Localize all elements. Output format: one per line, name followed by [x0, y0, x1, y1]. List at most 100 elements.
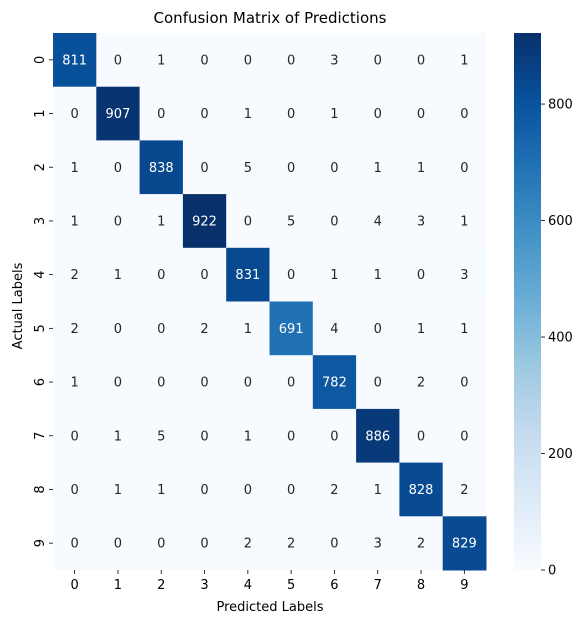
cell-value-label: 0 — [287, 483, 295, 498]
cell-value-label: 0 — [157, 107, 165, 122]
y-tick-label: 5 — [33, 324, 48, 332]
y-tick-label: 6 — [33, 378, 48, 386]
cell-value-label: 2 — [200, 322, 208, 337]
cell-value-label: 1 — [157, 214, 165, 229]
heatmap-cell — [226, 194, 270, 249]
heatmap-cell — [226, 140, 270, 195]
heatmap-cell — [226, 33, 270, 88]
cell-value-label: 5 — [157, 429, 165, 444]
x-tick-label: 6 — [330, 578, 338, 593]
cell-value-label: 1 — [244, 429, 252, 444]
cell-value-label: 0 — [460, 376, 468, 391]
cell-value-label: 829 — [452, 537, 477, 552]
heatmap-cell — [182, 516, 227, 571]
heatmap-cell — [399, 194, 444, 249]
cell-value-label: 1 — [460, 53, 468, 68]
chart-title: Confusion Matrix of Predictions — [154, 9, 387, 27]
cell-value-label: 1 — [374, 268, 382, 283]
cell-value-label: 0 — [200, 429, 208, 444]
x-tick-label: 3 — [200, 578, 208, 593]
heatmap-cell — [96, 516, 141, 571]
cell-value-label: 922 — [192, 214, 217, 229]
cell-value-label: 0 — [374, 107, 382, 122]
heatmap-cell — [442, 301, 487, 356]
cell-value-label: 0 — [114, 53, 122, 68]
x-tick-label: 0 — [71, 578, 79, 593]
y-tick-label: 4 — [33, 271, 48, 279]
x-tick-label: 9 — [460, 578, 468, 593]
heatmap-cell — [53, 194, 97, 249]
heatmap-cell — [442, 194, 487, 249]
cell-value-label: 1 — [71, 376, 79, 391]
heatmap-cell — [269, 408, 314, 464]
heatmap-cell — [312, 355, 357, 410]
heatmap-cell — [96, 301, 141, 356]
heatmap-cell — [53, 86, 97, 141]
cell-value-label: 1 — [460, 214, 468, 229]
heatmap-cell — [269, 140, 314, 195]
heatmap-cell — [269, 301, 314, 356]
heatmap-cells — [53, 33, 487, 571]
cell-value-label: 0 — [200, 268, 208, 283]
heatmap-cell — [356, 247, 400, 302]
cell-value-label: 0 — [460, 161, 468, 176]
cell-value-label: 0 — [287, 429, 295, 444]
heatmap-cell — [226, 247, 270, 302]
cell-value-label: 2 — [460, 483, 468, 498]
heatmap-cell — [399, 408, 444, 464]
heatmap-cell — [226, 516, 270, 571]
cell-value-label: 1 — [244, 322, 252, 337]
cell-value-label: 2 — [330, 483, 338, 498]
y-tick-label: 3 — [33, 217, 48, 225]
cell-value-label: 0 — [417, 268, 425, 283]
cell-value-label: 0 — [157, 376, 165, 391]
cell-value-label: 2 — [71, 322, 79, 337]
heatmap-cell — [356, 462, 400, 517]
heatmap-cell — [53, 140, 97, 195]
cell-value-label: 691 — [279, 322, 304, 337]
cell-value-label: 1 — [114, 268, 122, 283]
heatmap-cell — [139, 301, 184, 356]
x-tick-label: 7 — [374, 578, 382, 593]
cell-value-label: 0 — [244, 214, 252, 229]
heatmap-cell — [356, 355, 400, 410]
cell-value-label: 0 — [114, 537, 122, 552]
cell-value-label: 0 — [71, 483, 79, 498]
y-tick-label: 7 — [33, 432, 48, 440]
colorbar-tick-label: 0 — [548, 564, 556, 579]
heatmap-cell — [139, 462, 184, 517]
heatmap-cell — [442, 516, 487, 571]
heatmap-cell — [356, 516, 400, 571]
x-tick-label: 1 — [114, 578, 122, 593]
cell-value-label: 0 — [200, 376, 208, 391]
heatmap-cell — [182, 247, 227, 302]
cell-value-label: 0 — [200, 537, 208, 552]
cell-value-label: 0 — [374, 376, 382, 391]
heatmap-cell — [399, 301, 444, 356]
cell-value-label: 907 — [106, 107, 131, 122]
heatmap-cell — [312, 33, 357, 88]
heatmap-cell — [226, 86, 270, 141]
cell-value-label: 3 — [330, 53, 338, 68]
cell-value-label: 0 — [157, 268, 165, 283]
cell-value-label: 0 — [287, 268, 295, 283]
heatmap-cell — [442, 247, 487, 302]
cell-value-label: 2 — [287, 537, 295, 552]
heatmap-cell — [139, 140, 184, 195]
heatmap-cell — [226, 408, 270, 464]
cell-value-label: 0 — [200, 161, 208, 176]
heatmap-cell — [356, 301, 400, 356]
y-axis-ticks: 0 1 2 3 4 5 6 7 8 9 — [33, 56, 53, 547]
cell-value-label: 4 — [330, 322, 338, 337]
cell-value-label: 1 — [114, 483, 122, 498]
heatmap-cell — [139, 194, 184, 249]
heatmap-cell — [96, 33, 141, 88]
cell-value-label: 0 — [200, 53, 208, 68]
heatmap-cell — [182, 86, 227, 141]
cell-value-label: 0 — [287, 53, 295, 68]
cell-value-label: 0 — [114, 376, 122, 391]
cell-value-label: 0 — [114, 161, 122, 176]
heatmap-cell — [356, 408, 400, 464]
heatmap-cell — [442, 86, 487, 141]
